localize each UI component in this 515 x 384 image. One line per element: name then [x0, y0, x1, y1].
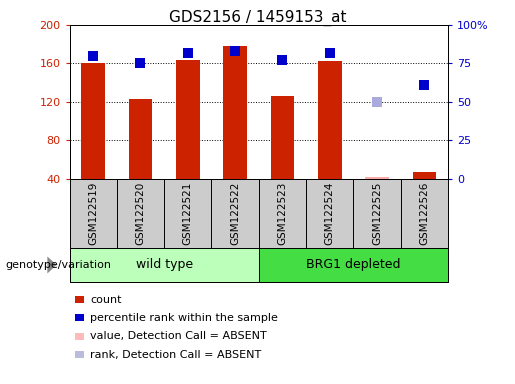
Text: GSM122522: GSM122522	[230, 181, 240, 245]
Text: GSM122525: GSM122525	[372, 181, 382, 245]
Text: GSM122521: GSM122521	[183, 181, 193, 245]
Bar	[413, 172, 436, 179]
Point	[278, 57, 286, 63]
Point	[420, 82, 428, 88]
Bar	[270, 96, 294, 179]
Point	[89, 53, 97, 59]
Bar	[176, 61, 200, 179]
Text: genotype/variation: genotype/variation	[5, 260, 111, 270]
Bar	[224, 46, 247, 179]
Bar	[129, 99, 152, 179]
Bar	[318, 61, 341, 179]
Point	[184, 50, 192, 56]
Text: GDS2156 / 1459153_at: GDS2156 / 1459153_at	[169, 10, 346, 26]
Point	[325, 50, 334, 56]
Text: value, Detection Call = ABSENT: value, Detection Call = ABSENT	[90, 331, 267, 341]
Bar	[81, 63, 105, 179]
Text: wild type: wild type	[135, 258, 193, 271]
Text: GSM122523: GSM122523	[278, 181, 287, 245]
Text: GSM122526: GSM122526	[419, 181, 430, 245]
Text: GSM122520: GSM122520	[135, 182, 146, 245]
Text: GSM122519: GSM122519	[88, 181, 98, 245]
Point	[231, 48, 239, 54]
Text: GSM122524: GSM122524	[325, 181, 335, 245]
Point	[373, 99, 381, 105]
Bar	[365, 177, 389, 179]
Text: BRG1 depleted: BRG1 depleted	[306, 258, 401, 271]
Text: rank, Detection Call = ABSENT: rank, Detection Call = ABSENT	[90, 350, 262, 360]
Point	[136, 60, 145, 66]
Text: percentile rank within the sample: percentile rank within the sample	[90, 313, 278, 323]
Text: count: count	[90, 295, 122, 305]
